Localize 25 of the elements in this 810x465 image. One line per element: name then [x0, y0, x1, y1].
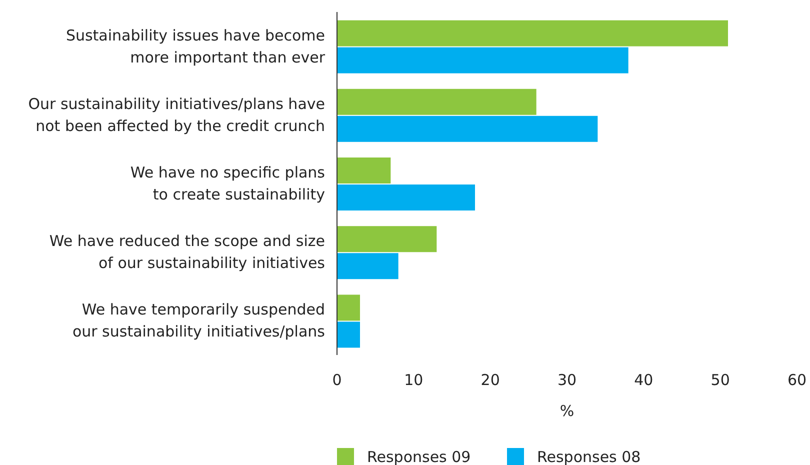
y-tick-label: We have reduced the scope and size of our sustainability initiatives	[49, 232, 326, 272]
bar	[337, 184, 475, 210]
bar	[337, 47, 628, 74]
x-tick-label: 10	[404, 371, 424, 389]
x-tick-label: 60	[787, 371, 807, 389]
x-axis-title: %	[560, 402, 574, 420]
x-tick-label: 20	[480, 371, 500, 389]
y-tick-label: We have temporarily suspended our sustainability initiatives/plans	[72, 300, 326, 341]
bar	[337, 116, 598, 142]
bar	[337, 158, 391, 184]
bar	[337, 226, 437, 252]
bar	[337, 20, 728, 46]
x-tick-label: 50	[710, 371, 730, 389]
bar	[337, 88, 536, 115]
bar	[337, 322, 360, 348]
x-tick-label: 30	[557, 371, 577, 389]
bar	[337, 253, 398, 280]
x-tick-label: 40	[634, 371, 654, 389]
y-tick-label: Sustainability issues have become more important than ever	[66, 26, 326, 66]
y-tick-label: We have no specific plans to create sustainability	[130, 164, 326, 204]
legend-label: Responses 08	[537, 448, 641, 465]
y-tick-label: Our sustainability initiatives/plans have not been affected by the credit crunch	[28, 94, 325, 135]
bar	[337, 294, 360, 321]
x-tick-label: 0	[332, 371, 342, 389]
legend-label: Responses 09	[367, 448, 471, 465]
